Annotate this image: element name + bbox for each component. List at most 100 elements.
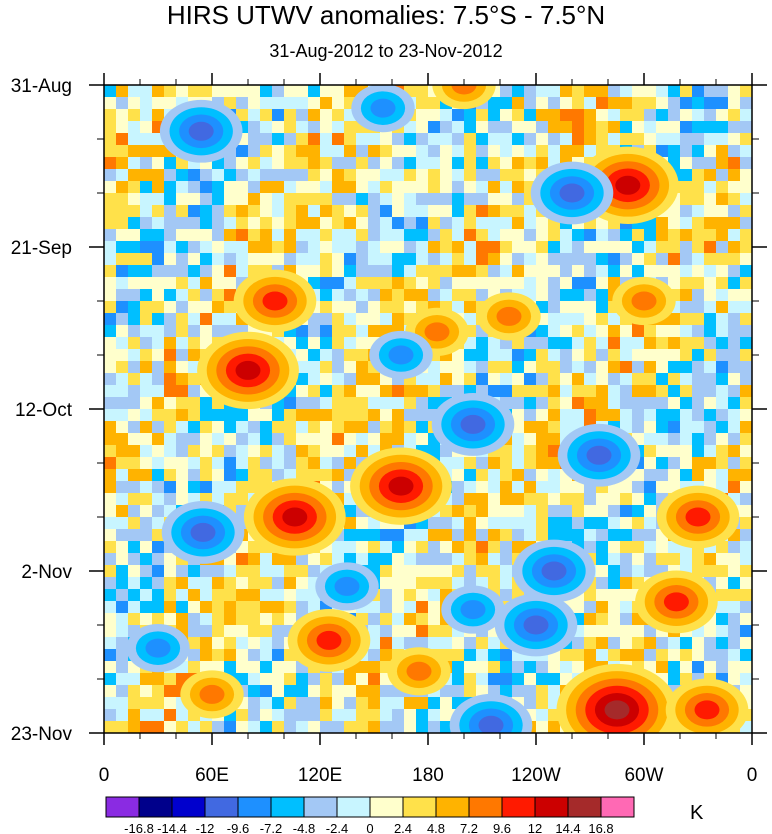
background-cell [416,121,429,134]
background-cell [668,145,681,158]
background-cell [644,265,657,278]
background-cell [500,577,513,590]
background-cell [740,409,752,422]
background-cell [488,121,501,134]
background-cell [248,565,261,578]
background-cell [320,373,333,386]
anomaly-feature [126,624,190,673]
background-cell [140,301,153,314]
background-cell [200,265,213,278]
background-cell [524,385,537,398]
background-cell [548,109,561,122]
background-cell [680,181,693,194]
background-cell [200,397,213,410]
background-cell [548,685,561,698]
background-cell [740,301,752,314]
background-cell [668,133,681,146]
anomaly-contour [460,600,486,620]
background-cell [212,445,225,458]
background-cell [104,661,117,674]
background-cell [224,589,237,602]
background-cell [116,229,129,242]
background-cell [404,169,417,182]
background-cell [728,97,741,110]
background-cell [224,433,237,446]
background-cell [740,673,752,686]
background-cell [464,157,477,170]
background-cell [452,649,465,662]
background-cell [248,217,261,230]
background-cell [452,241,465,254]
background-cell [620,601,633,614]
background-cell [164,613,177,626]
background-cell [320,361,333,374]
background-cell [224,265,237,278]
background-cell [428,517,441,530]
background-cell [416,85,429,98]
background-cell [440,133,453,146]
background-cell [284,409,297,422]
background-cell [104,229,117,242]
background-cell [428,697,441,710]
background-cell [368,241,381,254]
background-cell [596,337,609,350]
background-cell [392,637,405,650]
background-cell [536,133,549,146]
background-cell [704,241,717,254]
background-cell [272,157,285,170]
background-cell [536,409,549,422]
background-cell [128,373,141,386]
background-cell [596,373,609,386]
background-cell [128,481,141,494]
anomaly-contour [559,183,585,203]
background-cell [320,697,333,710]
background-cell [680,229,693,242]
background-cell [716,589,729,602]
background-cell [452,565,465,578]
anomaly-contour [334,576,360,596]
background-cell [596,637,609,650]
background-cell [380,685,393,698]
background-cell [560,337,573,350]
background-cell [188,169,201,182]
background-cell [224,241,237,254]
background-cell [488,181,501,194]
background-cell [620,109,633,122]
background-cell [704,385,717,398]
background-cell [116,601,129,614]
background-cell [416,181,429,194]
background-cell [188,469,201,482]
anomaly-contour [523,615,549,635]
background-cell [344,505,357,518]
background-cell [188,85,201,98]
background-cell [296,253,309,266]
background-cell [524,661,537,674]
background-cell [572,481,585,494]
background-cell [428,157,441,170]
colorbar-label: -9.6 [227,821,249,834]
background-cell [452,685,465,698]
background-cell [608,325,621,338]
background-cell [356,145,369,158]
background-cell [320,265,333,278]
background-cell [476,193,489,206]
background-cell [536,697,549,710]
background-cell [608,337,621,350]
background-cell [272,241,285,254]
background-cell [104,181,117,194]
background-cell [572,385,585,398]
background-cell [224,181,237,194]
background-cell [404,397,417,410]
background-cell [356,325,369,338]
background-cell [104,541,117,554]
anomaly-feature [197,331,299,410]
background-cell [380,253,393,266]
background-cell [176,433,189,446]
background-cell [308,229,321,242]
background-cell [368,721,381,733]
background-cell [428,613,441,626]
background-cell [716,193,729,206]
background-cell [164,277,177,290]
background-cell [584,133,597,146]
background-cell [716,409,729,422]
